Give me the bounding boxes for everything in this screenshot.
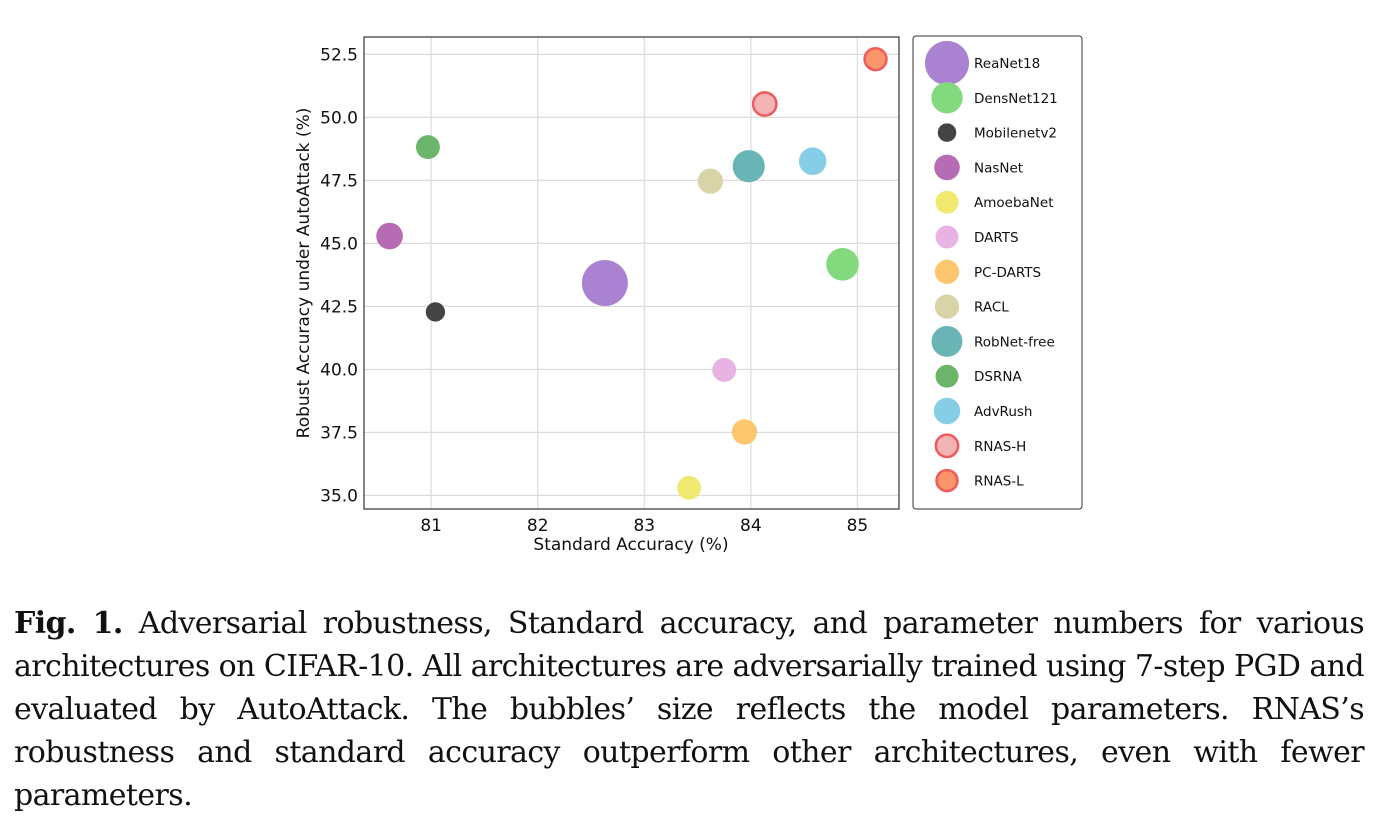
legend-label: Mobilenetv2	[974, 126, 1057, 142]
x-axis-label: Standard Accuracy (%)	[533, 535, 728, 555]
legend-marker-pc-darts	[934, 259, 960, 284]
plot-frame	[363, 36, 900, 510]
legend-marker-nasnet	[934, 154, 960, 181]
legend-label: AmoebaNet	[974, 195, 1054, 211]
y-tick-label: 37.5	[320, 423, 358, 443]
caption-text: Adversarial robustness, Standard accurac…	[14, 606, 1365, 813]
legend-marker-racl	[934, 294, 960, 319]
legend-marker-reanet18	[924, 40, 970, 86]
gridlines	[364, 37, 899, 509]
x-tick-label: 83	[633, 516, 655, 536]
bubble-nasnet	[376, 222, 403, 250]
y-tick-label: 50.0	[320, 108, 358, 128]
bubble-racl	[697, 168, 724, 194]
bubble-reanet18	[581, 259, 628, 306]
x-axis-ticks: 81 82 83 84 85	[420, 516, 868, 536]
bubble-advrush	[798, 147, 827, 176]
x-tick-label: 84	[740, 516, 762, 536]
bubble-amoebanet	[677, 475, 702, 500]
legend-label: RACL	[974, 300, 1009, 316]
y-axis-label: Robust Accuracy under AutoAttack (%)	[294, 108, 314, 439]
figure-caption: Fig. 1. Adversarial robustness, Standard…	[14, 602, 1365, 817]
legend-marker-rnas-h	[934, 433, 960, 459]
x-tick-label: 81	[420, 516, 442, 536]
legend-label: AdvRush	[974, 404, 1032, 420]
bubble-rnas-l	[863, 46, 888, 72]
y-tick-label: 40.0	[320, 360, 358, 380]
legend-marker-amoebanet	[935, 190, 959, 214]
bubble-densnet121	[826, 247, 859, 281]
legend-marker-advrush	[933, 397, 961, 425]
legend-label: RobNet-free	[974, 334, 1055, 350]
legend-label: ReaNet18	[974, 56, 1040, 72]
legend-label: DSRNA	[974, 369, 1022, 385]
legend-label: DensNet121	[974, 91, 1058, 107]
y-tick-label: 42.5	[320, 297, 358, 317]
bubble-pc-darts	[731, 419, 758, 445]
y-tick-label: 47.5	[320, 171, 358, 191]
legend-label: PC-DARTS	[974, 265, 1041, 281]
legend-marker-darts	[935, 225, 959, 249]
legend-label: DARTS	[974, 230, 1019, 246]
plot-area	[364, 37, 899, 509]
bubble-dsrna	[415, 135, 440, 160]
legend-marker-mobilenetv2	[937, 123, 957, 142]
legend-marker-rnas-l	[935, 468, 959, 493]
legend-marker-dsrna	[935, 364, 959, 388]
x-tick-label: 85	[847, 516, 869, 536]
x-tick-label: 82	[527, 516, 549, 536]
legend-label: RNAS-H	[974, 439, 1026, 455]
legend-label: RNAS-L	[974, 474, 1024, 490]
bubble-mobilenetv2	[425, 302, 446, 322]
caption-label: Fig. 1.	[14, 606, 123, 641]
bubbles	[376, 46, 888, 500]
bubble-rnas-h	[751, 91, 778, 117]
legend-marker-robnet-free	[931, 325, 963, 357]
y-tick-label: 45.0	[320, 234, 358, 254]
y-tick-label: 35.0	[320, 486, 358, 506]
legend-label: NasNet	[974, 160, 1023, 176]
legend-frame	[912, 35, 1083, 510]
bubble-robnet-free	[732, 150, 765, 183]
bubble-chart: 81 82 83 84 85 35.0 37.5 40.0 42.5 45.0 47.5 50.0 5…	[294, 35, 1083, 555]
bubble-darts	[712, 357, 737, 382]
y-tick-label: 52.5	[320, 45, 358, 65]
y-axis-ticks: 35.0 37.5 40.0 42.5 45.0 47.5 50.0 52.5	[320, 45, 358, 506]
legend-marker-densnet121	[931, 82, 963, 114]
legend: ReaNet18 DensNet121 Mobilenetv2 NasNet Amoeb…	[912, 35, 1083, 510]
